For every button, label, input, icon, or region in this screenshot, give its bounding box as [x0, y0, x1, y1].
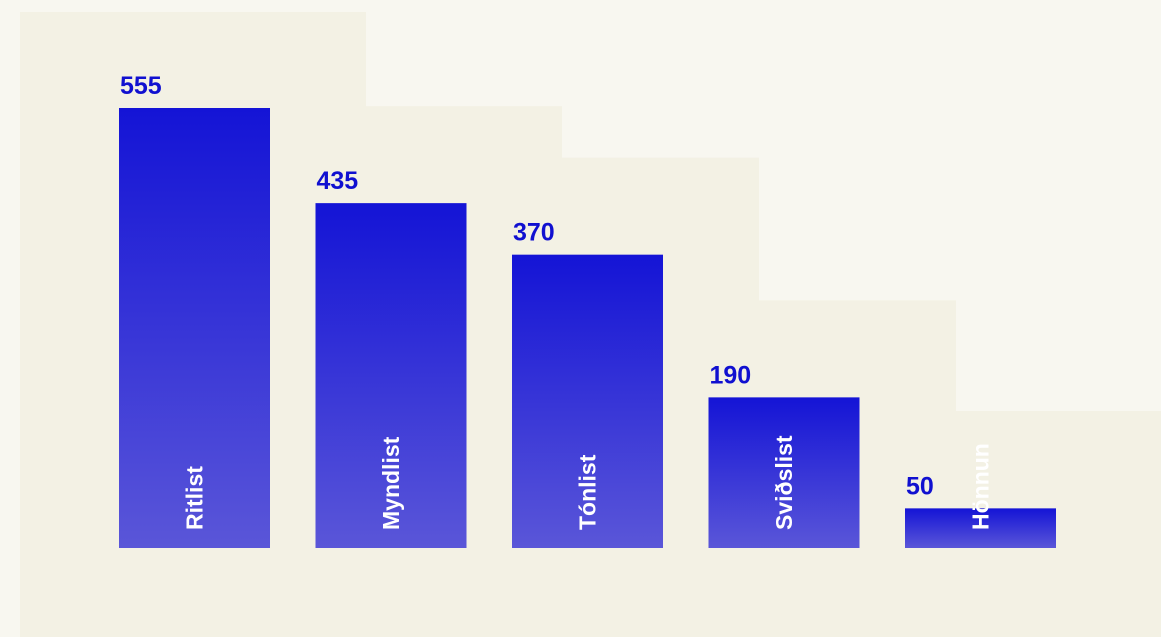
value-label: 555 — [120, 72, 162, 100]
category-label: Tónlist — [575, 454, 601, 530]
category-label: Ritlist — [182, 466, 208, 530]
bar-myndlist — [315, 203, 467, 548]
bars-group: 555 Ritlist 435 Myndlist 370 Tónlist 190 Sviðsl… — [119, 72, 1056, 548]
value-label: 370 — [513, 219, 555, 247]
bar-tónlist — [512, 254, 663, 548]
value-label: 50 — [906, 472, 934, 500]
category-label: Sviðslist — [771, 435, 797, 530]
category-label: Hönnun — [968, 443, 994, 530]
bar-sviðslist — [708, 397, 860, 548]
bar-ritlist — [119, 108, 270, 548]
value-label: 435 — [317, 167, 359, 195]
bar-hönnun — [905, 508, 1056, 548]
value-label: 190 — [710, 361, 752, 389]
category-label: Myndlist — [378, 436, 404, 530]
